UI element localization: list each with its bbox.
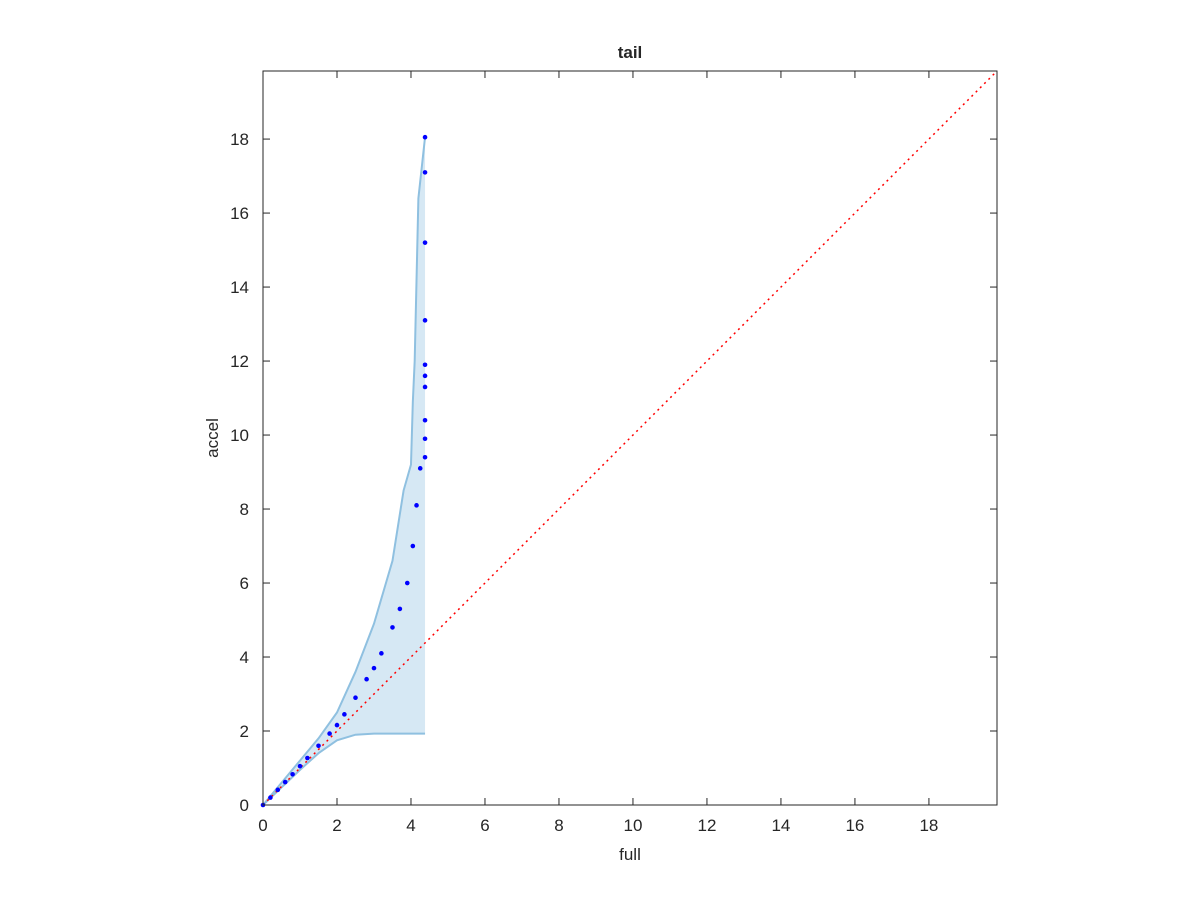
point	[268, 795, 273, 800]
x-tick-label: 14	[771, 816, 790, 835]
point	[410, 543, 416, 549]
point	[422, 362, 428, 368]
point	[282, 779, 288, 785]
point	[334, 722, 340, 728]
x-tick-label: 6	[480, 816, 489, 835]
point	[316, 743, 321, 749]
point	[422, 318, 428, 323]
x-tick-label: 0	[258, 816, 267, 835]
point	[379, 651, 384, 656]
point	[422, 373, 428, 379]
y-tick-label: 18	[230, 130, 249, 149]
point	[422, 454, 428, 460]
y-tick-label: 4	[240, 648, 249, 667]
point	[404, 580, 410, 586]
x-tick-label: 16	[845, 816, 864, 835]
point	[397, 606, 403, 612]
x-axis-label: full	[619, 845, 641, 864]
point	[342, 712, 347, 717]
point	[290, 771, 295, 777]
chart-title: tail	[618, 43, 643, 62]
y-tick-label: 8	[240, 500, 249, 519]
reference-line	[262, 70, 998, 806]
point	[422, 384, 428, 390]
y-tick-label: 2	[240, 722, 249, 741]
point	[422, 240, 428, 245]
x-tick-label: 18	[919, 816, 938, 835]
y-tick-label: 14	[230, 278, 249, 297]
x-tick-label: 12	[697, 816, 716, 835]
x-tick-label: 10	[623, 816, 642, 835]
y-tick-label: 16	[230, 204, 249, 223]
point	[364, 676, 369, 682]
axes-box	[262, 70, 998, 806]
point	[390, 625, 395, 630]
y-axis-label: accel	[203, 418, 222, 458]
point	[297, 763, 303, 769]
y-tick-label: 0	[240, 796, 249, 815]
point	[417, 466, 423, 471]
band-edge	[262, 137, 427, 806]
point	[422, 170, 428, 175]
point	[305, 755, 310, 761]
point	[327, 731, 332, 736]
y-tick-label: 12	[230, 352, 249, 371]
point	[275, 787, 281, 793]
point	[414, 503, 419, 508]
y-tick-label: 6	[240, 574, 249, 593]
x-tick-label: 2	[332, 816, 341, 835]
point	[422, 417, 428, 423]
point	[371, 665, 377, 671]
point	[422, 436, 428, 442]
y-tick-label: 10	[230, 426, 249, 445]
point	[353, 695, 358, 701]
point	[422, 134, 428, 140]
x-tick-label: 4	[406, 816, 415, 835]
band-fill	[263, 137, 426, 805]
band-edge	[262, 732, 426, 806]
x-tick-label: 8	[554, 816, 563, 835]
